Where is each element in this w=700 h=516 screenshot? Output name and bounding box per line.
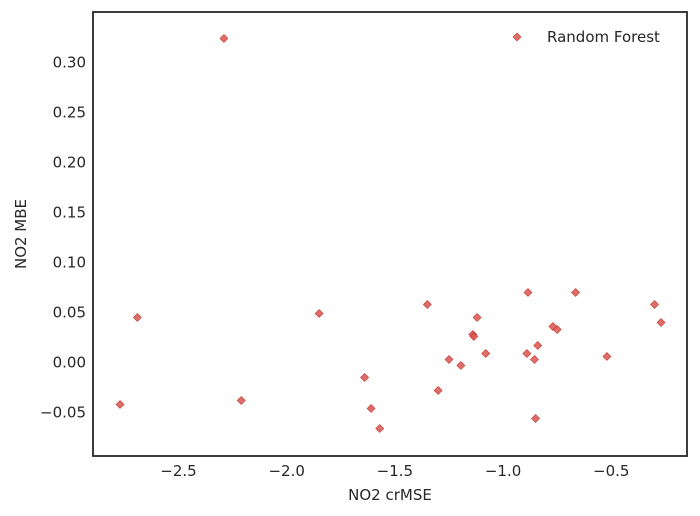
data-point [530,355,539,364]
legend-label: Random Forest [547,28,660,46]
data-point [469,332,479,341]
y-tick-label: 0.00 [53,354,86,372]
plot-frame [92,11,688,457]
x-tick-label: −2.5 [160,462,196,480]
data-point [523,288,533,297]
data-point [360,373,369,382]
data-point [571,288,580,297]
y-axis-label: NO2 MBE [12,199,30,269]
data-point [219,34,229,43]
data-point [481,349,491,358]
data-point [602,352,612,361]
y-tick-label: 0.10 [53,254,86,272]
data-point [132,313,142,322]
data-point [422,300,432,309]
data-point [650,300,659,309]
x-tick-label: −2.0 [268,462,304,480]
x-tick-label: −1.0 [485,462,521,480]
data-point [531,414,540,423]
data-point [522,349,532,358]
x-tick-layer: −2.5 −2.0 −1.5 −1.0 −0.5 [160,462,629,480]
y-tick-label: 0.15 [53,204,86,222]
y-tick-label: −0.05 [40,404,86,422]
legend: Random Forest [512,28,660,46]
data-point [236,396,246,405]
data-point [656,318,666,327]
y-tick-label: 0.05 [53,304,86,322]
data-point [472,313,482,322]
y-tick-label: 0.20 [53,154,86,172]
data-point [115,400,125,409]
y-tick-label: 0.30 [53,54,86,72]
legend-marker-icon [512,32,522,42]
data-point [552,325,562,334]
data-point [375,424,385,433]
x-tick-label: −1.5 [377,462,413,480]
data-point [456,361,466,370]
y-tick-label: 0.25 [53,104,86,122]
data-point [533,341,543,350]
y-tick-layer: −0.05 0.00 0.05 0.10 0.15 0.20 0.25 0.30 [40,54,86,422]
data-point [366,404,376,413]
data-point [433,386,443,395]
x-tick-label: −0.5 [593,462,629,480]
x-axis-label: NO2 crMSE [348,486,432,504]
data-point [314,309,324,318]
points-layer [115,34,666,433]
data-point [444,355,454,364]
